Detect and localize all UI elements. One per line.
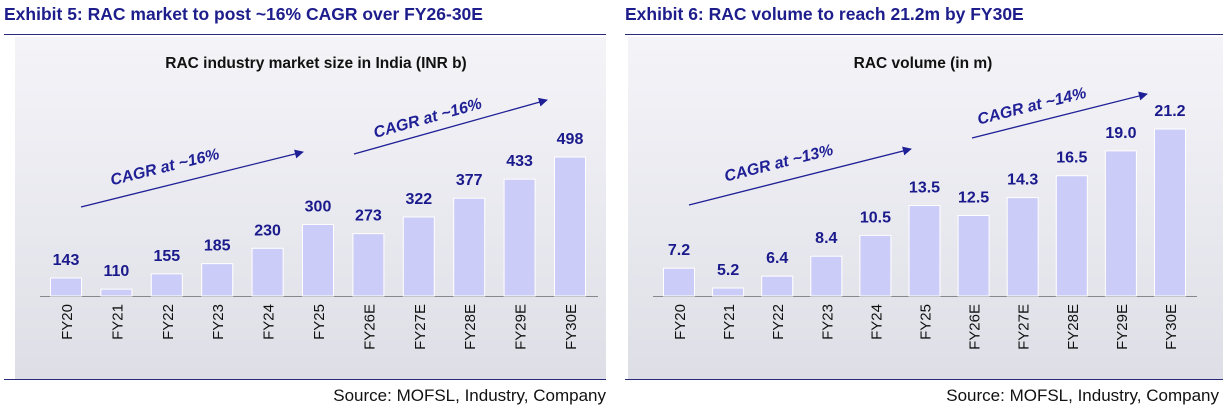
bar [453,197,486,297]
exhibit-6: Exhibit 6: RAC volume to reach 21.2m by … [625,0,1223,411]
bar [1154,128,1186,297]
cagr-arrow [688,146,912,206]
bar [712,287,745,297]
data-label: 300 [305,198,332,215]
title-rule [625,34,1223,35]
bar [1055,175,1088,297]
cagr-arrow [80,149,304,208]
bar [352,233,385,297]
bar [908,205,941,297]
data-label: 12.5 [958,189,989,206]
cagr-arrow [353,97,548,155]
x-tick-label: FY26E [361,304,378,350]
data-label: 8.4 [815,230,837,247]
exhibit-5: Exhibit 5: RAC market to post ~16% CAGR … [4,0,606,411]
bar [402,216,435,297]
x-tick-label: FY23 [819,304,836,340]
bottom-rule [625,379,1223,380]
data-label: 498 [557,131,584,148]
volume-chart: RAC volume (in m) 7.2 FY20 5.2 FY21 6.4 FY22 8.… [653,55,1197,350]
exhibit-title: Exhibit 6: RAC volume to reach 21.2m by … [625,4,1024,24]
bar [150,273,183,297]
data-label: 273 [355,208,382,225]
bar [761,275,794,297]
bar [810,255,843,297]
bar [302,223,334,297]
chart-title: RAC industry market size in India (INR b… [165,55,466,72]
data-label: 7.2 [668,242,690,259]
x-tick-label: FY23 [210,304,227,340]
bar [1006,197,1039,297]
x-tick-label: FY28E [462,304,479,350]
data-label: 322 [405,191,432,208]
cagr-annotation: CAGR at ~16% [372,95,484,141]
data-label: 16.5 [1056,150,1087,167]
x-tick-label: FY27E [1016,304,1033,350]
bar [503,178,536,297]
x-tick-label: FY21 [109,304,126,340]
x-tick-label: FY24 [261,304,278,340]
x-tick-label: FY20 [672,304,689,340]
x-tick-label: FY22 [770,304,787,340]
bar [251,247,284,297]
data-label: 185 [204,238,231,255]
data-label: 5.2 [717,262,739,279]
data-label: 13.5 [909,180,940,197]
x-tick-label: FY30E [1163,304,1180,350]
x-tick-label: FY27E [412,304,429,350]
x-tick-label: FY25 [311,304,328,340]
bar [859,234,892,297]
x-tick-label: FY28E [1065,304,1082,350]
data-label: 10.5 [860,209,891,226]
x-tick-label: FY21 [721,304,738,340]
source-note: Source: MOFSL, Industry, Company [946,386,1219,405]
exhibit-title: Exhibit 5: RAC market to post ~16% CAGR … [4,4,483,24]
cagr-annotation: CAGR at ~16% [109,146,221,189]
data-label: 110 [103,263,129,280]
bar [50,277,82,297]
x-tick-label: FY20 [59,304,76,340]
x-tick-label: FY30E [563,304,580,350]
cagr-annotation: CAGR at ~13% [723,142,835,186]
source-note: Source: MOFSL, Industry, Company [333,386,606,405]
data-label: 143 [53,252,80,269]
bar [957,214,990,297]
title-rule [4,34,606,35]
x-tick-label: FY24 [868,304,885,340]
chart-title: RAC volume (in m) [854,55,993,72]
x-tick-label: FY29E [1114,304,1131,350]
data-label: 155 [153,248,180,265]
x-tick-label: FY25 [918,304,935,340]
bar [554,156,586,297]
data-label: 6.4 [766,250,788,267]
bar [663,267,695,297]
cagr-annotation: CAGR at ~14% [976,85,1088,129]
data-label: 14.3 [1007,172,1038,189]
cagr-arrow [971,91,1148,139]
bar [100,288,133,297]
x-tick-label: FY29E [513,304,530,350]
bottom-rule [4,379,606,380]
market-size-chart: RAC industry market size in India (INR b… [40,55,598,350]
bar [201,263,234,297]
data-label: 230 [254,222,281,239]
data-label: 377 [456,172,483,189]
x-tick-label: FY26E [967,304,984,350]
data-label: 19.0 [1105,125,1136,142]
x-tick-label: FY22 [160,304,177,340]
bar [1104,150,1137,297]
data-label: 21.2 [1154,103,1185,120]
data-label: 433 [506,153,533,170]
